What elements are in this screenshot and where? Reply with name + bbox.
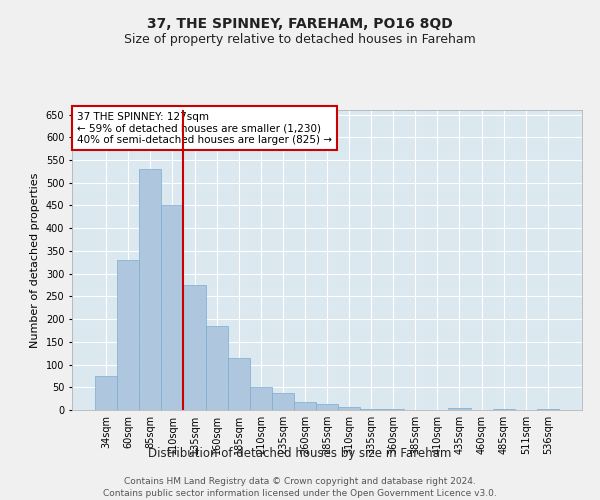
Bar [338, 408, 360, 410]
Text: Size of property relative to detached houses in Fareham: Size of property relative to detached ho… [124, 32, 476, 46]
Text: 37 THE SPINNEY: 127sqm
← 59% of detached houses are smaller (1,230)
40% of semi-: 37 THE SPINNEY: 127sqm ← 59% of detached… [77, 112, 332, 144]
Text: 37, THE SPINNEY, FAREHAM, PO16 8QD: 37, THE SPINNEY, FAREHAM, PO16 8QD [147, 18, 453, 32]
Bar [493, 408, 515, 410]
Bar [184, 285, 206, 410]
Bar [272, 393, 294, 410]
Bar [382, 409, 404, 410]
Text: Distribution of detached houses by size in Fareham: Distribution of detached houses by size … [148, 448, 452, 460]
Bar [294, 402, 316, 410]
Bar [250, 388, 272, 410]
Bar [448, 408, 470, 410]
Bar [316, 404, 338, 410]
Bar [139, 169, 161, 410]
Bar [206, 326, 227, 410]
Bar [227, 358, 250, 410]
Bar [360, 409, 382, 410]
Y-axis label: Number of detached properties: Number of detached properties [30, 172, 40, 348]
Bar [95, 376, 117, 410]
Bar [117, 260, 139, 410]
Text: Contains HM Land Registry data © Crown copyright and database right 2024.
Contai: Contains HM Land Registry data © Crown c… [103, 476, 497, 498]
Bar [161, 206, 184, 410]
Bar [537, 408, 559, 410]
